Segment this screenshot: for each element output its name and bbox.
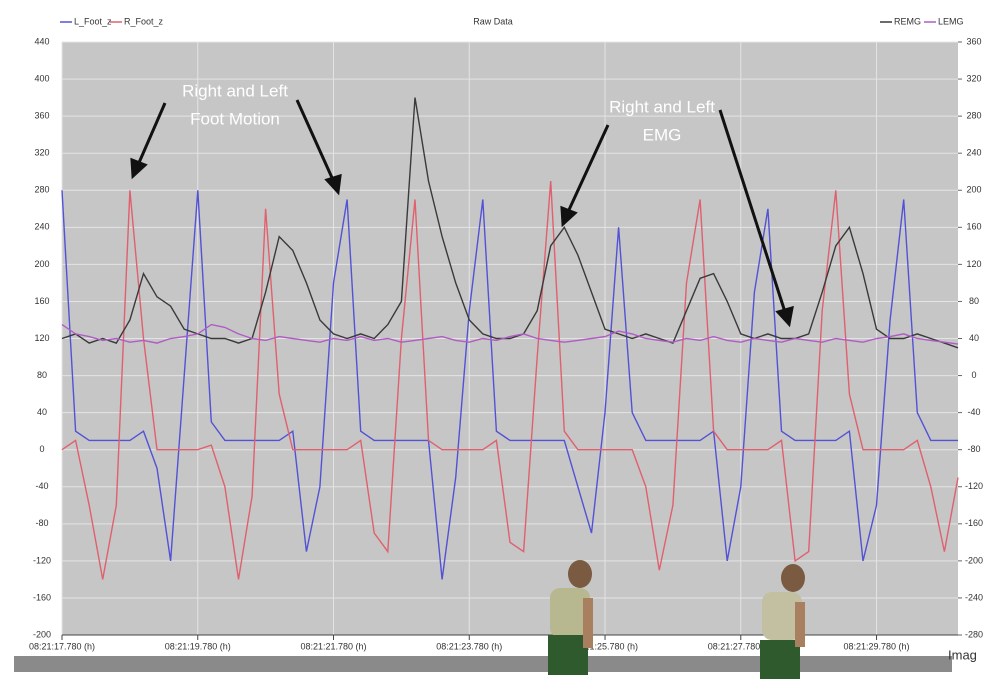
x-tick-label: 08:21:21.780 (h) xyxy=(300,641,366,651)
y2-tick-label: 360 xyxy=(966,36,981,46)
y-tick-label: 440 xyxy=(34,36,49,46)
y-tick-label: 360 xyxy=(34,111,49,121)
y-tick-label: 120 xyxy=(34,333,49,343)
y-tick-label: -160 xyxy=(33,592,51,602)
x-tick-label: 08:21:29.780 (h) xyxy=(844,641,910,651)
y2-tick-label: -40 xyxy=(967,407,980,417)
y2-tick-label: 240 xyxy=(966,148,981,158)
y2-tick-label: -200 xyxy=(965,555,983,565)
y-tick-label: -200 xyxy=(33,629,51,639)
y-tick-label: 200 xyxy=(34,259,49,269)
x-tick-label: 08:21:17.780 (h) xyxy=(29,641,95,651)
y-tick-label: -40 xyxy=(35,481,48,491)
y2-tick-label: 0 xyxy=(971,370,976,380)
y-tick-label: 320 xyxy=(34,148,49,158)
y2-tick-label: 160 xyxy=(966,222,981,232)
scrollbar xyxy=(14,656,952,672)
watermark: Imag xyxy=(948,647,977,662)
legend-label: LEMG xyxy=(938,16,964,26)
annotation: EMG xyxy=(643,125,682,144)
y-tick-label: 400 xyxy=(34,73,49,83)
legend-label: REMG xyxy=(894,16,921,26)
x-tick-label: 08:21:23.780 (h) xyxy=(436,641,502,651)
chart: Raw Data -200 -160 -120 -80 -40 0 40 80 120 160 20… xyxy=(0,0,986,679)
y2-tick-label: -160 xyxy=(965,518,983,528)
y2-tick-label: 280 xyxy=(966,111,981,121)
x-tick-label: 08:21:19.780 (h) xyxy=(165,641,231,651)
annotation: Foot Motion xyxy=(190,109,280,128)
y-tick-label: 160 xyxy=(34,296,49,306)
y-tick-label: 280 xyxy=(34,185,49,195)
annotation: Right and Left xyxy=(609,97,715,116)
y2-tick-label: -240 xyxy=(965,592,983,602)
y2-tick-label: -120 xyxy=(965,481,983,491)
legend-label: R_Foot_z xyxy=(124,16,164,26)
legend-label: L_Foot_z xyxy=(74,16,112,26)
y2-tick-label: 80 xyxy=(969,296,979,306)
y-tick-label: -120 xyxy=(33,555,51,565)
y-tick-label: -80 xyxy=(35,518,48,528)
chart-title: Raw Data xyxy=(473,16,513,26)
y-tick-label: 80 xyxy=(37,370,47,380)
y2-tick-label: -280 xyxy=(965,629,983,639)
y-tick-label: 40 xyxy=(37,407,47,417)
y-tick-label: 0 xyxy=(39,444,44,454)
y2-tick-label: 120 xyxy=(966,259,981,269)
y2-tick-label: 40 xyxy=(969,333,979,343)
y2-tick-label: 200 xyxy=(966,185,981,195)
y-tick-label: 240 xyxy=(34,222,49,232)
annotation: Right and Left xyxy=(182,81,288,100)
y2-tick-label: -80 xyxy=(967,444,980,454)
y2-tick-label: 320 xyxy=(966,73,981,83)
